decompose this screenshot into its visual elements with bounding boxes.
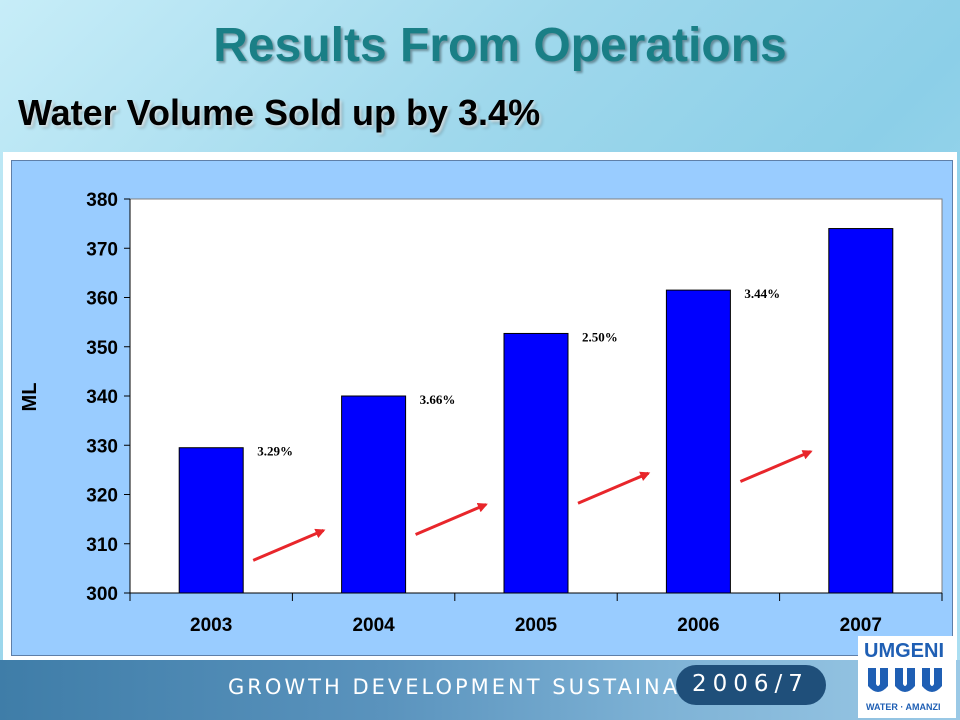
- chart-area: 3.29% 3.66% 2.50% 3.44% 300 310 320 330 340 350 3…: [11, 160, 953, 656]
- y-tick-label: 360: [86, 289, 118, 310]
- x-tick-label: 2003: [190, 615, 232, 636]
- logo-name: UMGENI: [864, 640, 944, 662]
- umgeni-logo: UMGENI WATER · AMANZI: [858, 636, 956, 718]
- y-tick-label: 370: [86, 239, 118, 260]
- growth-arrow: [415, 503, 488, 536]
- slide-subtitle: Water Volume Sold up by 3.4%: [18, 92, 541, 133]
- footer-tagline: GROWTH DEVELOPMENT SUSTAINABILITY: [228, 675, 763, 699]
- chart-panel: 3.29% 3.66% 2.50% 3.44% 300 310 320 330 340 350 3…: [3, 152, 957, 660]
- bar-2005: [503, 332, 569, 594]
- y-tick-label: 380: [86, 190, 118, 211]
- growth-arrows: 3.29% 3.66% 2.50% 3.44%: [252, 286, 813, 562]
- footer-year-pill: [676, 665, 826, 705]
- bar-2007: [828, 228, 894, 594]
- y-tick-label: 320: [86, 486, 118, 507]
- y-tick-label: 330: [86, 436, 118, 457]
- x-tick-label: 2007: [840, 615, 882, 636]
- logo-subtitle: WATER · AMANZI: [866, 702, 941, 712]
- growth-label: 2.50%: [582, 329, 618, 344]
- water-waves-icon: [868, 668, 942, 692]
- x-tick-label: 2006: [677, 615, 719, 636]
- bars: [178, 228, 894, 594]
- growth-arrow: [577, 471, 651, 505]
- y-tick-label: 300: [86, 584, 118, 605]
- bar-chart: 3.29%3.66%2.50%3.44% 3003103203303403503…: [19, 190, 943, 636]
- growth-arrow: [739, 450, 813, 483]
- footer-year: 2006/7: [692, 671, 809, 697]
- growth-arrow: [252, 528, 326, 562]
- growth-label: 3.44%: [744, 286, 780, 301]
- y-tick-label: 350: [86, 338, 118, 359]
- y-tick-label: 310: [86, 535, 118, 556]
- bar-2003: [178, 447, 244, 594]
- y-axis-label: ML: [19, 383, 41, 412]
- bar-2006: [665, 289, 731, 594]
- slide-title: Results From Operations: [213, 19, 787, 72]
- x-tick-label: 2004: [352, 615, 395, 636]
- growth-label: 3.29%: [257, 444, 293, 459]
- y-tick-label: 340: [86, 387, 118, 408]
- bar-2004: [341, 395, 407, 594]
- tick-labels: 300 310 320 330 340 350 360 370 380 2003 2004 2005 2…: [86, 190, 882, 636]
- x-tick-label: 2005: [515, 615, 558, 636]
- growth-label: 3.66%: [420, 392, 456, 407]
